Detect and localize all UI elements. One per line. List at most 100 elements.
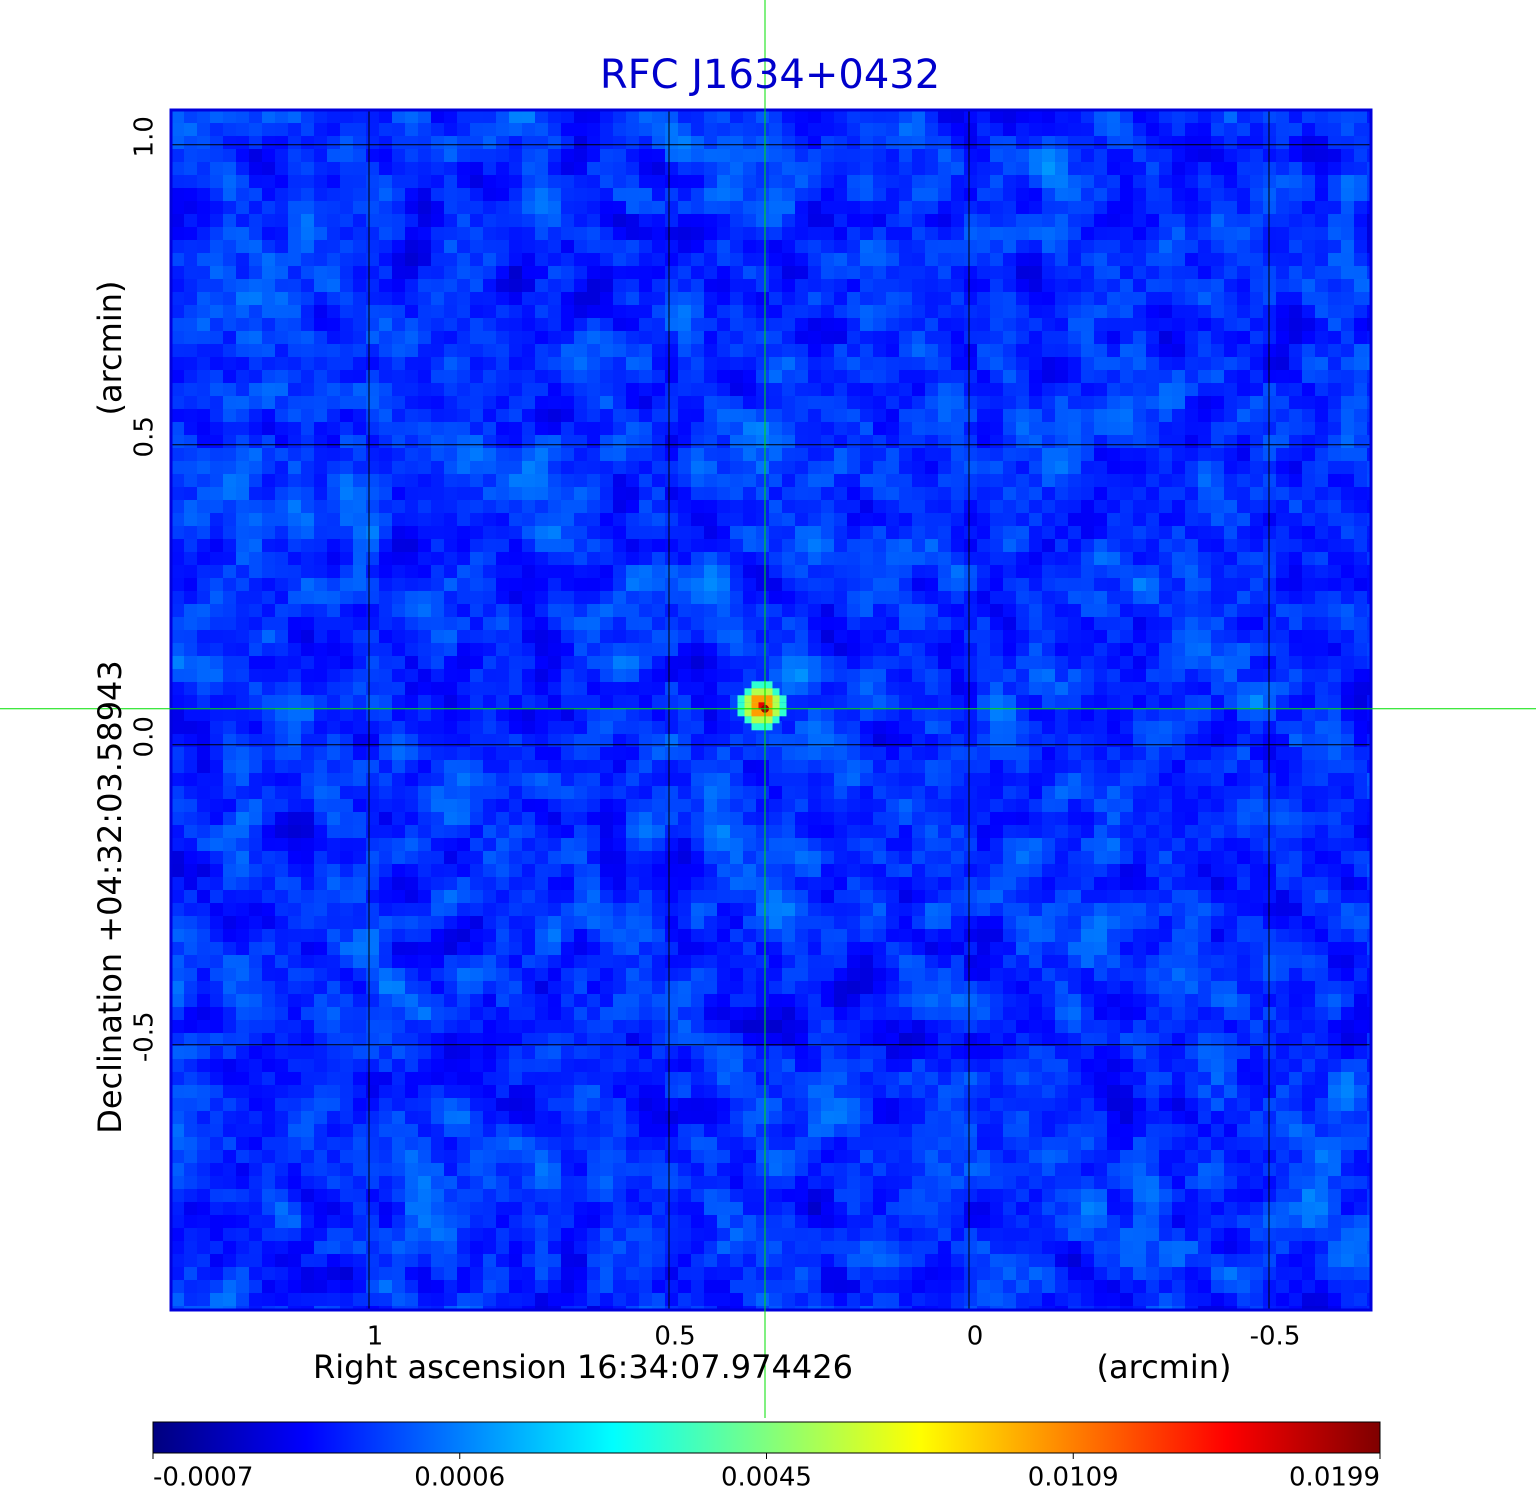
noise-pixel	[574, 708, 588, 722]
noise-pixel	[1042, 279, 1056, 293]
noise-pixel	[730, 149, 744, 163]
noise-pixel	[171, 305, 185, 319]
noise-pixel	[691, 266, 705, 280]
noise-pixel	[600, 708, 614, 722]
noise-pixel	[951, 578, 965, 592]
noise-pixel	[951, 643, 965, 657]
noise-pixel	[782, 175, 796, 189]
noise-pixel	[652, 643, 666, 657]
noise-pixel	[1198, 708, 1212, 722]
noise-pixel	[886, 396, 900, 410]
noise-pixel	[275, 227, 289, 241]
noise-pixel	[548, 539, 562, 553]
noise-pixel	[392, 474, 406, 488]
noise-pixel	[587, 188, 601, 202]
noise-pixel	[782, 227, 796, 241]
noise-pixel	[1341, 422, 1355, 436]
noise-pixel	[756, 240, 770, 254]
noise-pixel	[353, 136, 367, 150]
noise-pixel	[1211, 526, 1225, 540]
noise-pixel	[860, 188, 874, 202]
noise-pixel	[379, 175, 393, 189]
noise-pixel	[1068, 292, 1082, 306]
noise-pixel	[1068, 708, 1082, 722]
noise-pixel	[990, 734, 1004, 748]
noise-pixel	[1003, 201, 1017, 215]
noise-pixel	[262, 448, 276, 462]
noise-pixel	[678, 799, 692, 813]
noise-pixel	[314, 409, 328, 423]
noise-pixel	[1276, 643, 1290, 657]
noise-pixel	[1016, 708, 1030, 722]
noise-pixel	[1237, 578, 1251, 592]
noise-pixel	[600, 331, 614, 345]
noise-pixel	[1055, 500, 1069, 514]
noise-pixel	[704, 721, 718, 735]
noise-pixel	[1159, 305, 1173, 319]
noise-pixel	[1198, 513, 1212, 527]
noise-pixel	[522, 214, 536, 228]
noise-pixel	[1367, 357, 1371, 371]
noise-pixel	[1120, 682, 1134, 696]
noise-pixel	[1094, 448, 1108, 462]
noise-pixel	[1159, 760, 1173, 774]
noise-pixel	[1107, 344, 1121, 358]
noise-pixel	[522, 266, 536, 280]
noise-pixel	[951, 474, 965, 488]
noise-pixel	[860, 630, 874, 644]
noise-pixel	[379, 539, 393, 553]
noise-pixel	[327, 513, 341, 527]
noise-pixel	[1302, 630, 1316, 644]
noise-pixel	[1133, 474, 1147, 488]
noise-pixel	[561, 773, 575, 787]
noise-pixel	[678, 448, 692, 462]
noise-pixel	[496, 396, 510, 410]
noise-pixel	[418, 500, 432, 514]
noise-pixel	[730, 162, 744, 176]
noise-pixel	[262, 253, 276, 267]
noise-pixel	[509, 292, 523, 306]
noise-pixel	[275, 331, 289, 345]
noise-pixel	[613, 734, 627, 748]
noise-pixel	[990, 591, 1004, 605]
noise-pixel	[1003, 604, 1017, 618]
noise-pixel	[1367, 279, 1371, 293]
noise-pixel	[1211, 227, 1225, 241]
noise-pixel	[288, 760, 302, 774]
noise-pixel	[431, 552, 445, 566]
noise-pixel	[366, 669, 380, 683]
noise-pixel	[1081, 253, 1095, 267]
noise-pixel	[1289, 643, 1303, 657]
noise-pixel	[1055, 396, 1069, 410]
noise-pixel	[509, 123, 523, 137]
noise-pixel	[990, 240, 1004, 254]
noise-pixel	[639, 734, 653, 748]
noise-pixel	[1081, 734, 1095, 748]
noise-pixel	[1107, 643, 1121, 657]
noise-pixel	[1146, 279, 1160, 293]
noise-pixel	[561, 279, 575, 293]
noise-pixel	[1250, 266, 1264, 280]
noise-pixel	[236, 383, 250, 397]
noise-pixel	[730, 188, 744, 202]
noise-pixel	[1120, 201, 1134, 215]
noise-pixel	[574, 604, 588, 618]
noise-pixel	[1107, 448, 1121, 462]
noise-pixel	[691, 279, 705, 293]
noise-pixel	[392, 773, 406, 787]
noise-pixel	[938, 799, 952, 813]
noise-pixel	[1185, 669, 1199, 683]
noise-pixel	[821, 383, 835, 397]
noise-pixel	[1237, 266, 1251, 280]
noise-pixel	[1198, 604, 1212, 618]
noise-pixel	[1224, 331, 1238, 345]
noise-pixel	[1107, 526, 1121, 540]
noise-pixel	[886, 513, 900, 527]
noise-pixel	[1341, 474, 1355, 488]
noise-pixel	[977, 578, 991, 592]
noise-pixel	[990, 630, 1004, 644]
noise-pixel	[1159, 474, 1173, 488]
noise-pixel	[301, 604, 315, 618]
noise-pixel	[457, 422, 471, 436]
noise-pixel	[665, 409, 679, 423]
